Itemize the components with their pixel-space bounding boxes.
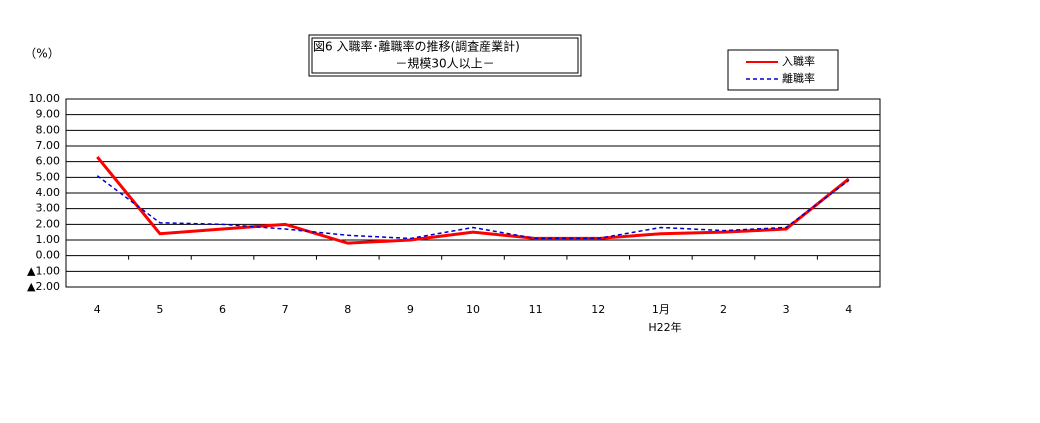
y-tick-label: 4.00 (36, 186, 61, 199)
y-tick-label: 5.00 (36, 170, 61, 183)
y-tick-label: 7.00 (36, 139, 61, 152)
x-tick-label: 12 (591, 303, 605, 316)
y-tick-label: 0.00 (36, 249, 61, 262)
x-tick-label: 1月 (652, 303, 670, 316)
series-line (96, 175, 850, 240)
y-tick-label: 8.00 (36, 123, 61, 136)
x-tick-label: 2 (720, 303, 727, 316)
y-tick-label: 3.00 (36, 202, 61, 215)
y-tick-label: 2.00 (36, 217, 61, 230)
legend-label: 入職率 (782, 54, 815, 68)
x-tick-label: 7 (282, 303, 289, 316)
legend-label: 離職率 (782, 71, 815, 85)
x-tick-label: 5 (156, 303, 163, 316)
series-line (96, 156, 850, 245)
x-tick-label: 10 (466, 303, 480, 316)
x-tick-label: 3 (783, 303, 790, 316)
x-tick-label: 6 (219, 303, 226, 316)
legend-box (727, 49, 839, 91)
y-tick-label: 9.00 (36, 108, 61, 121)
x-tick-label: 4 (845, 303, 852, 316)
y-tick-label: 10.00 (29, 92, 61, 105)
x-tick-label: 8 (344, 303, 351, 316)
title-box (308, 34, 582, 77)
title-box-inner (311, 37, 579, 74)
x-tick-label: 4 (94, 303, 101, 316)
x-annotation: H22年 (648, 320, 681, 334)
y-axis-label: （%） (24, 47, 59, 61)
y-tick-label: 1.00 (36, 233, 61, 246)
x-tick-label: 9 (407, 303, 414, 316)
y-tick-label: ▲2.00 (27, 280, 60, 293)
chart-subtitle: －規模30人以上－ (395, 56, 494, 71)
y-tick-label: 6.00 (36, 155, 61, 168)
x-tick-label: 11 (529, 303, 543, 316)
y-tick-label: ▲1.00 (27, 264, 60, 277)
chart-title: 図6 入職率･離職率の推移(調査産業計) (313, 39, 520, 54)
